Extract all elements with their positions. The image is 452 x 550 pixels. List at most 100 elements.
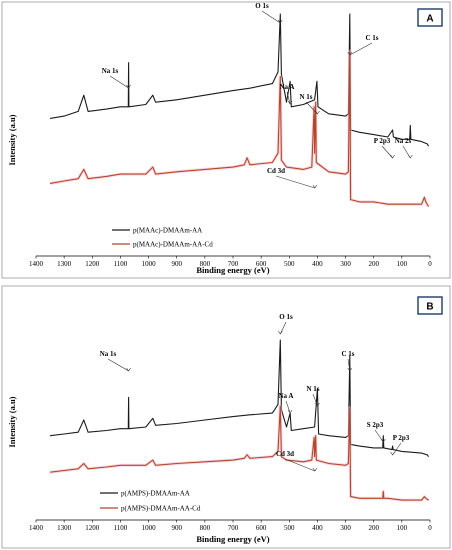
- panel-a-annotations: Na 1s O 1s C 1s Na A N 1s P 2p3 Na 2s Cd 3d: [102, 2, 413, 189]
- x-tick-label: 100: [397, 524, 408, 532]
- peak-arrow: [349, 42, 373, 56]
- peak-arrow: [109, 75, 129, 89]
- x-tick-label: 600: [256, 524, 267, 532]
- peak-arrow: [280, 321, 287, 335]
- peak-label: P 2p3: [374, 137, 391, 145]
- x-tick-label: 400: [312, 260, 323, 268]
- panel-a-xlabel: Binding energy (eV): [196, 265, 269, 275]
- x-tick-label: 400: [312, 524, 323, 532]
- panel-b-annotations: Na 1s O 1s C 1s Na A N 1s S 2p3 P 2p3 Cd 3d: [100, 313, 410, 472]
- panel-a-legend: p(MAAc)-DMAAm-AA p(MAAc)-DMAAm-AA-Cd: [112, 227, 213, 249]
- x-tick-label: 500: [284, 524, 295, 532]
- peak-label: O 1s: [279, 313, 293, 321]
- x-tick-label: 1400: [29, 524, 44, 532]
- x-tick-label: 1400: [29, 260, 44, 268]
- peak-arrow-head: [278, 330, 283, 335]
- legend-label-a0: p(MAAc)-DMAAm-AA: [133, 227, 202, 235]
- peak-arrow: [107, 358, 129, 372]
- peak-arrow-head: [315, 402, 320, 407]
- peak-arrow: [305, 101, 318, 115]
- series-line-pristine: [50, 13, 430, 147]
- panel-b-label: B: [426, 302, 433, 313]
- peak-arrow: [284, 458, 316, 472]
- x-tick-label: 700: [228, 260, 239, 268]
- peak-label: Na 1s: [102, 67, 119, 75]
- legend-label-a1: p(MAAc)-DMAAm-AA-Cd: [133, 241, 213, 249]
- peak-label: S 2p3: [367, 421, 384, 429]
- peak-arrow-head: [312, 467, 318, 472]
- x-tick-label: 300: [340, 260, 351, 268]
- series-line-cd-loaded: [50, 405, 429, 501]
- x-tick-label: 200: [368, 260, 379, 268]
- peak-arrow-head: [278, 19, 283, 24]
- panel-a-x-axis: 1400 1300 1200 1100 1000 900 800 700 600 500 400 30…: [29, 255, 432, 268]
- panel-b-xlabel: Binding energy (eV): [196, 534, 269, 544]
- x-tick-label: 0: [428, 524, 432, 532]
- panel-b-legend: p(AMPS)-DMAAm-AA p(AMPS)-DMAAm-AA-Cd: [100, 490, 201, 513]
- legend-label-b1: p(AMPS)-DMAAm-AA-Cd: [121, 505, 201, 513]
- x-tick-label: 1200: [85, 260, 100, 268]
- panel-b-label-box: [417, 296, 443, 315]
- panel-a-label: A: [426, 14, 433, 25]
- peak-label: O 1s: [255, 2, 269, 10]
- peak-arrow-head: [347, 367, 353, 372]
- peak-arrow-head: [126, 84, 131, 89]
- peak-arrow-head: [312, 184, 318, 189]
- x-tick-label: 1000: [142, 260, 157, 268]
- peak-label: Na A: [279, 392, 294, 400]
- peak-arrow-head: [287, 409, 293, 414]
- peak-label: Na 1s: [100, 350, 117, 358]
- peak-arrow: [261, 10, 281, 24]
- peak-arrow-head: [390, 451, 395, 456]
- panel-b-frame: [1, 285, 451, 549]
- peak-arrow: [275, 175, 315, 189]
- x-tick-label: 300: [340, 524, 351, 532]
- series-line-cd-loaded: [50, 50, 430, 207]
- x-tick-label: 1200: [85, 524, 100, 532]
- panel-a-series: [49, 13, 430, 208]
- peak-label: N 1s: [306, 385, 319, 393]
- panel-b-ylabel: Intensity (a.u): [7, 396, 17, 447]
- panel-b-x-axis: 1400 1300 1200 1100 1000 900 800 700 600 500 400 30…: [29, 519, 432, 532]
- peak-label: C 1s: [341, 350, 354, 358]
- x-tick-label: 500: [284, 260, 295, 268]
- peak-arrow-head: [408, 154, 413, 159]
- x-tick-label: 200: [368, 524, 379, 532]
- peak-label: Na 2s: [395, 137, 412, 145]
- x-tick-label: 800: [200, 524, 211, 532]
- x-tick-label: 1100: [114, 260, 128, 268]
- panel-a-label-box: [417, 8, 443, 27]
- peak-arrow-head: [315, 110, 320, 115]
- panel-a-frame: [1, 1, 451, 279]
- peak-label: Na A: [280, 83, 295, 91]
- peak-arrow: [312, 393, 318, 407]
- peak-arrow: [381, 145, 393, 159]
- legend-label-b0: p(AMPS)-DMAAm-AA: [121, 490, 190, 498]
- x-tick-label: 100: [397, 260, 408, 268]
- peak-arrow-head: [287, 100, 293, 105]
- peak-arrow-head: [126, 367, 131, 372]
- peak-label: N 1s: [299, 93, 312, 101]
- peak-arrow: [285, 400, 291, 414]
- panel-b: B Intensity (a.u) Binding energy (eV) 14…: [1, 285, 451, 549]
- x-tick-label: 1100: [114, 524, 128, 532]
- x-tick-label: 0: [428, 260, 432, 268]
- peak-arrow-head: [390, 154, 395, 159]
- peak-label: Cd 3d: [276, 450, 294, 458]
- peak-label: Cd 3d: [267, 167, 285, 175]
- peak-arrow-head: [381, 438, 386, 443]
- peak-label: P 2p3: [393, 434, 410, 442]
- x-tick-label: 800: [200, 260, 211, 268]
- x-tick-label: 1300: [57, 524, 72, 532]
- peak-arrow-head: [347, 51, 353, 56]
- peak-arrow: [286, 91, 291, 105]
- panel-a: A Intensity (a.u) Binding energy (eV) 14…: [1, 1, 451, 279]
- x-tick-label: 1000: [142, 524, 157, 532]
- x-tick-label: 600: [256, 260, 267, 268]
- peak-label: C 1s: [365, 34, 378, 42]
- x-tick-label: 1300: [57, 260, 72, 268]
- panel-a-ylabel: Intensity (a.u): [7, 114, 17, 165]
- x-tick-label: 900: [171, 524, 182, 532]
- peak-arrow: [347, 358, 351, 372]
